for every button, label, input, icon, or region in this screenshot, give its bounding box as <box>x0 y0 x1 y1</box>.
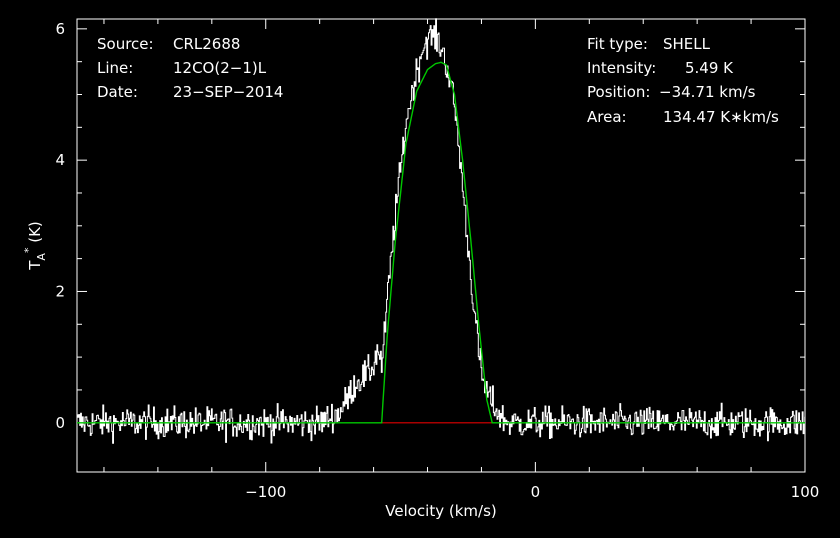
plot-frame <box>76 18 806 473</box>
y-tick-label: 2 <box>55 282 65 300</box>
axis-tick-labels: −100 0 100 0 2 4 6 <box>55 20 819 501</box>
y-axis-label-main: T <box>26 260 44 271</box>
y-tick-label: 0 <box>55 414 65 432</box>
area-value: 134.47 K∗km/s <box>663 108 779 126</box>
intensity-label: Intensity: <box>587 59 657 77</box>
fit-line <box>77 61 805 424</box>
line-value: 12CO(2−1)L <box>173 59 267 77</box>
x-tick-label: 100 <box>791 483 820 501</box>
date-value: 23−SEP−2014 <box>173 83 284 101</box>
spectrum-line <box>77 18 806 444</box>
date-label: Date: <box>97 83 138 101</box>
x-tick-label: −100 <box>245 483 286 501</box>
intensity-value: 5.49 K <box>685 59 734 77</box>
y-axis-label-sub: A <box>35 253 48 261</box>
y-axis-label: TA* (K) <box>22 221 48 271</box>
y-tick-label: 6 <box>55 20 65 38</box>
fit-type-label: Fit type: <box>587 35 648 53</box>
axis-ticks <box>77 19 806 472</box>
x-axis-label: Velocity (km/s) <box>385 502 496 520</box>
y-tick-label: 4 <box>55 151 65 169</box>
y-axis-label-sup: * <box>22 247 35 253</box>
fit-type-value: SHELL <box>663 35 710 53</box>
position-label: Position: <box>587 83 651 101</box>
x-tick-label: 0 <box>531 483 541 501</box>
position-value: −34.71 km/s <box>659 83 756 101</box>
source-label: Source: <box>97 35 154 53</box>
area-label: Area: <box>587 108 627 126</box>
line-label: Line: <box>97 59 134 77</box>
source-value: CRL2688 <box>173 35 241 53</box>
y-axis-label-unit: (K) <box>26 221 44 247</box>
